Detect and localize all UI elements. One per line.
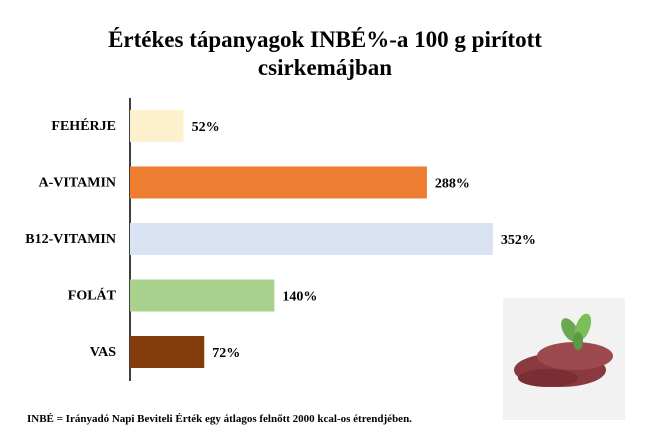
value-label: 288% xyxy=(435,177,470,192)
value-label: 140% xyxy=(282,290,317,305)
category-label: VAS xyxy=(90,345,116,360)
value-label: 352% xyxy=(501,233,536,248)
category-label: FOLÁT xyxy=(68,287,117,304)
bar xyxy=(130,223,493,255)
bar xyxy=(130,166,427,199)
bar xyxy=(130,110,184,142)
food-image xyxy=(503,298,625,420)
value-label: 52% xyxy=(192,120,220,135)
category-label: B12-VITAMIN xyxy=(25,232,116,247)
category-label: FEHÉRJE xyxy=(51,117,116,134)
footnote: INBÉ = Irányadó Napi Beviteli Érték egy … xyxy=(27,413,412,425)
bar xyxy=(130,279,275,312)
chart-title: Értékes tápanyagok INBÉ%-a 100 g pirítot… xyxy=(108,27,542,80)
category-label: A-VITAMIN xyxy=(38,176,116,191)
bar xyxy=(130,336,205,368)
value-label: 72% xyxy=(212,346,240,361)
